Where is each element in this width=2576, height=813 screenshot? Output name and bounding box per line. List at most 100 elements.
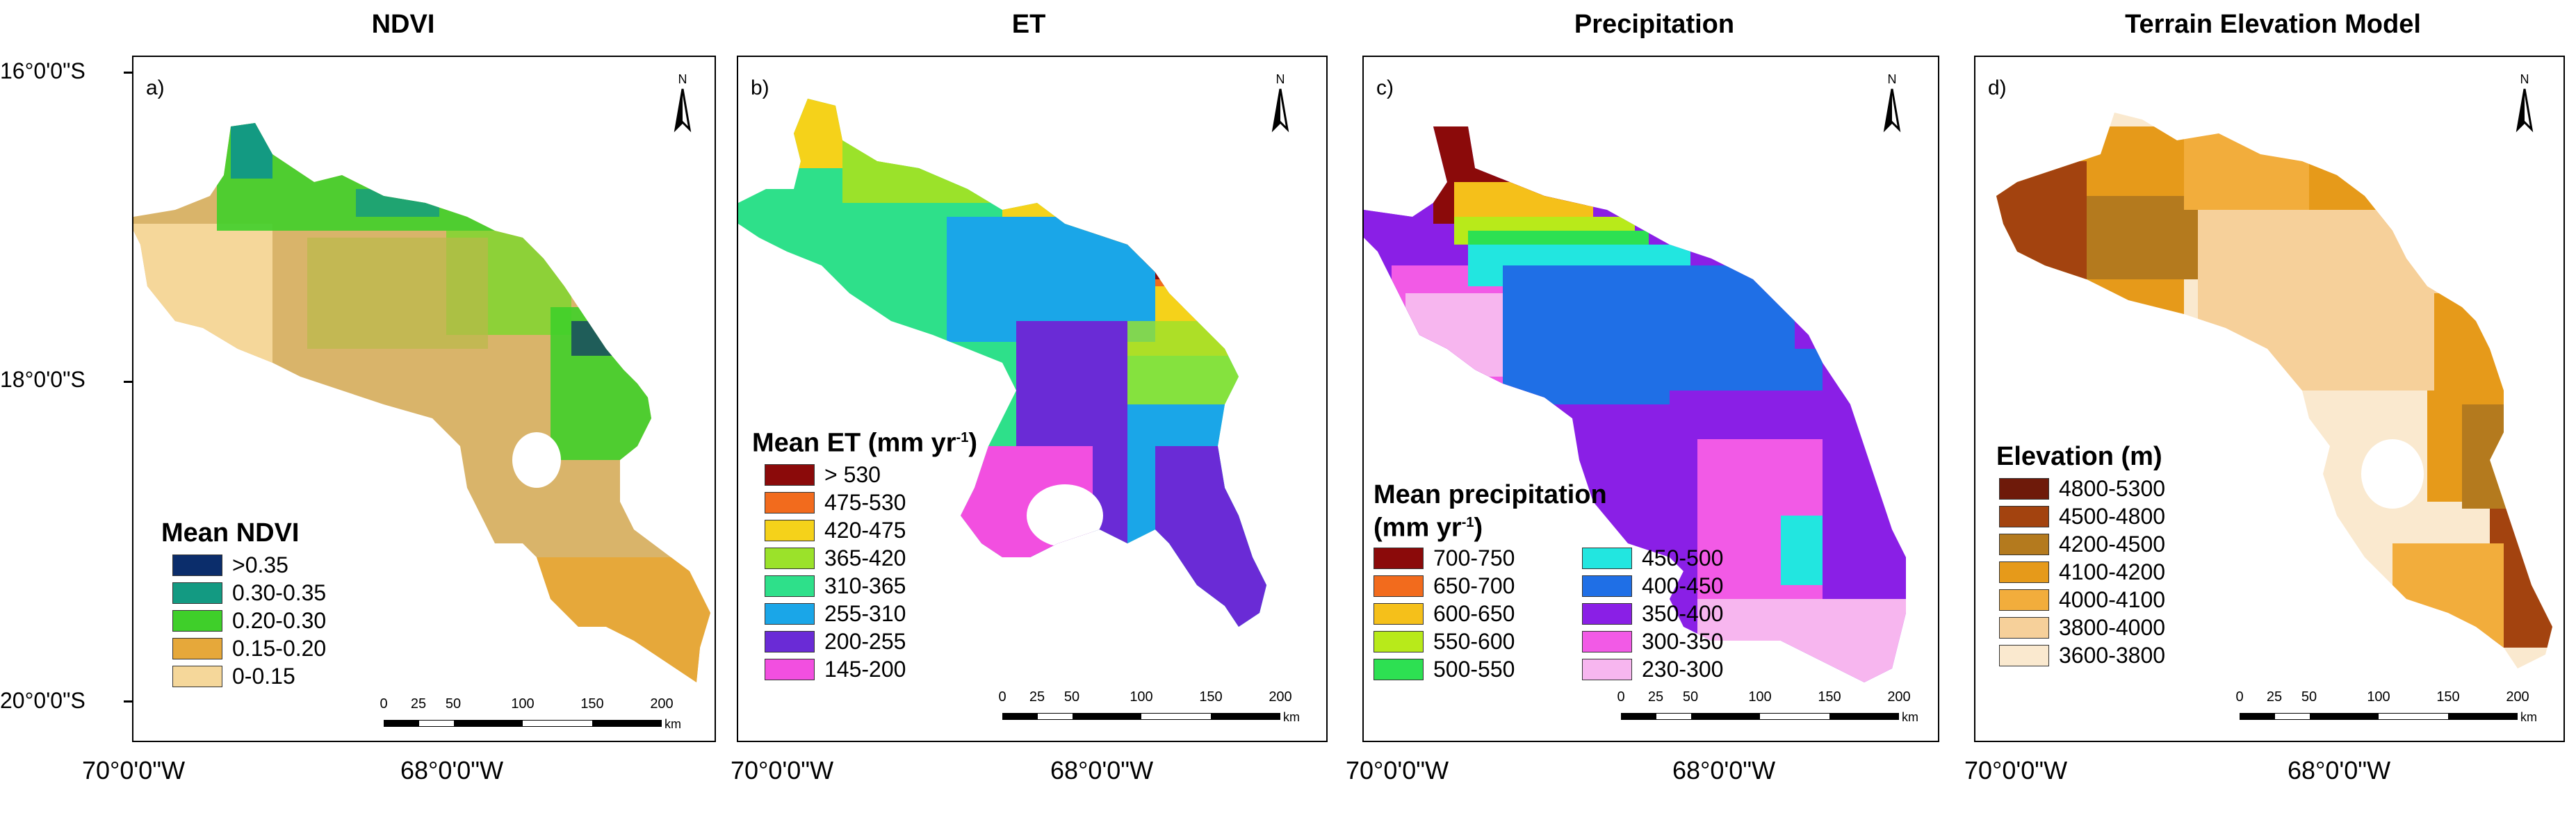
legend-item: 0.30-0.35 xyxy=(172,579,326,607)
lat-tick xyxy=(124,72,132,74)
legend-swatch xyxy=(1582,575,1632,598)
panel-b-map xyxy=(738,99,1266,627)
scale-unit: km xyxy=(1283,710,1300,724)
scale-tick: 200 xyxy=(1887,689,1911,705)
legend-label: 310-365 xyxy=(824,573,906,599)
legend-item: 350-400 xyxy=(1582,600,1723,628)
panel-d-tag: d) xyxy=(1988,76,2007,99)
legend-label: 230-300 xyxy=(1642,657,1724,682)
scale-tick: 0 xyxy=(1617,689,1625,705)
lat-label-20: 20°0'0"S xyxy=(0,688,85,713)
scale-unit: km xyxy=(665,717,681,731)
north-arrow-icon xyxy=(1271,88,1289,133)
legend-item: 550-600 xyxy=(1373,628,1582,656)
panel-c-legend: Mean precipitation (mm yr-1) 700-750 650… xyxy=(1373,481,1723,684)
legend-label: 700-750 xyxy=(1433,545,1515,571)
legend-title: Elevation (m) xyxy=(1996,442,2162,471)
legend-item: 200-255 xyxy=(765,628,977,656)
legend-label: 3600-3800 xyxy=(2059,642,2166,668)
legend-label: 200-255 xyxy=(824,629,906,655)
scale-tick: 100 xyxy=(1130,689,1153,705)
legend-swatch xyxy=(1999,561,2049,583)
legend-item: 3600-3800 xyxy=(1999,641,2165,669)
legend-label: 400-450 xyxy=(1642,573,1724,599)
panel-d-title: Terrain Elevation Model xyxy=(2125,10,2421,39)
legend-swatch xyxy=(1582,603,1632,625)
legend-item: 400-450 xyxy=(1582,573,1723,600)
legend-swatch xyxy=(1999,644,2049,666)
legend-label: 500-550 xyxy=(1433,657,1515,682)
legend-swatch xyxy=(1999,505,2049,527)
north-label: N xyxy=(1887,72,1897,86)
lat-tick xyxy=(124,700,132,703)
scale-tick: 150 xyxy=(1818,689,1841,705)
legend-item: 475-530 xyxy=(765,489,977,517)
panel-d-legend: Elevation (m) 4800-5300 4500-4800 4200-4… xyxy=(1996,443,2165,669)
scale-tick: 25 xyxy=(1647,689,1664,705)
north-arrow: N xyxy=(1878,72,1906,135)
legend-label: 3800-4000 xyxy=(2059,614,2166,640)
panel-a-map-frame: a) N Mean NDVI >0.35 0.30-0.35 0.20-0.30… xyxy=(132,56,716,742)
legend-swatch xyxy=(1582,631,1632,653)
north-arrow: N xyxy=(1266,72,1294,135)
scale-tick: 150 xyxy=(1199,689,1223,705)
legend-item: 3800-4000 xyxy=(1999,614,2165,641)
scale-tick: 50 xyxy=(1682,689,1699,705)
legend-item: 500-550 xyxy=(1373,656,1582,684)
legend-swatch xyxy=(172,582,222,604)
legend-label: 0.15-0.20 xyxy=(232,635,327,661)
legend-label: 420-475 xyxy=(824,518,906,543)
north-arrow: N xyxy=(2511,72,2538,135)
scale-unit: km xyxy=(2520,710,2537,724)
legend-swatch xyxy=(765,520,815,542)
legend-title-unit: (mm yr-1) xyxy=(1373,513,1483,543)
legend-swatch xyxy=(1999,533,2049,555)
panel-d-map-frame: d) N Elevation (m) 4800-5300 4500-4800 4… xyxy=(1974,56,2565,742)
legend-item: 365-420 xyxy=(765,545,977,573)
scale-tick: 100 xyxy=(511,696,535,712)
legend-swatch xyxy=(1999,477,2049,500)
north-arrow: N xyxy=(669,72,696,135)
legend-item: 450-500 xyxy=(1582,545,1723,573)
panel-a-legend: Mean NDVI >0.35 0.30-0.35 0.20-0.30 0.15… xyxy=(161,519,326,690)
lon-label: 70°0'0"W xyxy=(1964,756,2068,785)
panel-a-title: NDVI xyxy=(371,10,435,39)
legend-item: 700-750 xyxy=(1373,545,1582,573)
legend-swatch xyxy=(765,575,815,598)
scale-tick: 100 xyxy=(2367,689,2390,705)
legend-swatch xyxy=(1373,603,1424,625)
north-arrow-icon xyxy=(674,88,692,133)
panel-d-map xyxy=(1996,113,2552,668)
north-label: N xyxy=(1275,72,1285,86)
legend-item: 300-350 xyxy=(1582,628,1723,656)
scale-tick: 200 xyxy=(1269,689,1292,705)
legend-label: 0.20-0.30 xyxy=(232,607,327,633)
scale-tick: 0 xyxy=(998,689,1006,705)
legend-item: 0.20-0.30 xyxy=(172,607,326,634)
legend-title: Mean ET (mm yr-1) xyxy=(752,428,977,458)
legend-swatch xyxy=(1373,631,1424,653)
lon-label: 68°0'0"W xyxy=(1672,756,1776,785)
legend-label: > 530 xyxy=(824,462,881,488)
scale-tick: 25 xyxy=(1029,689,1045,705)
legend-swatch xyxy=(765,659,815,681)
scale-tick: 50 xyxy=(1063,689,1080,705)
legend-label: 450-500 xyxy=(1642,545,1724,571)
panel-c-map xyxy=(1364,126,1906,682)
legend-swatch xyxy=(765,492,815,514)
north-arrow-icon xyxy=(1883,88,1901,133)
panel-b-legend: Mean ET (mm yr-1) > 530 475-530 420-475 … xyxy=(752,424,977,684)
panel-c-title: Precipitation xyxy=(1574,10,1735,39)
panel-b-map-frame: b) N Mean ET (mm yr-1) > 530 475-530 420… xyxy=(737,56,1328,742)
legend-item: 4800-5300 xyxy=(1999,475,2165,502)
scale-tick: 50 xyxy=(2301,689,2317,705)
lat-tick xyxy=(124,381,132,383)
legend-label: 255-310 xyxy=(824,601,906,627)
legend-label: 0-0.15 xyxy=(232,663,295,689)
north-arrow-icon xyxy=(2516,88,2534,133)
legend-swatch xyxy=(1999,589,2049,611)
legend-item: 4500-4800 xyxy=(1999,502,2165,530)
legend-label: 4500-4800 xyxy=(2059,503,2166,529)
legend-label: 4800-5300 xyxy=(2059,475,2166,501)
legend-label: 350-400 xyxy=(1642,601,1724,627)
